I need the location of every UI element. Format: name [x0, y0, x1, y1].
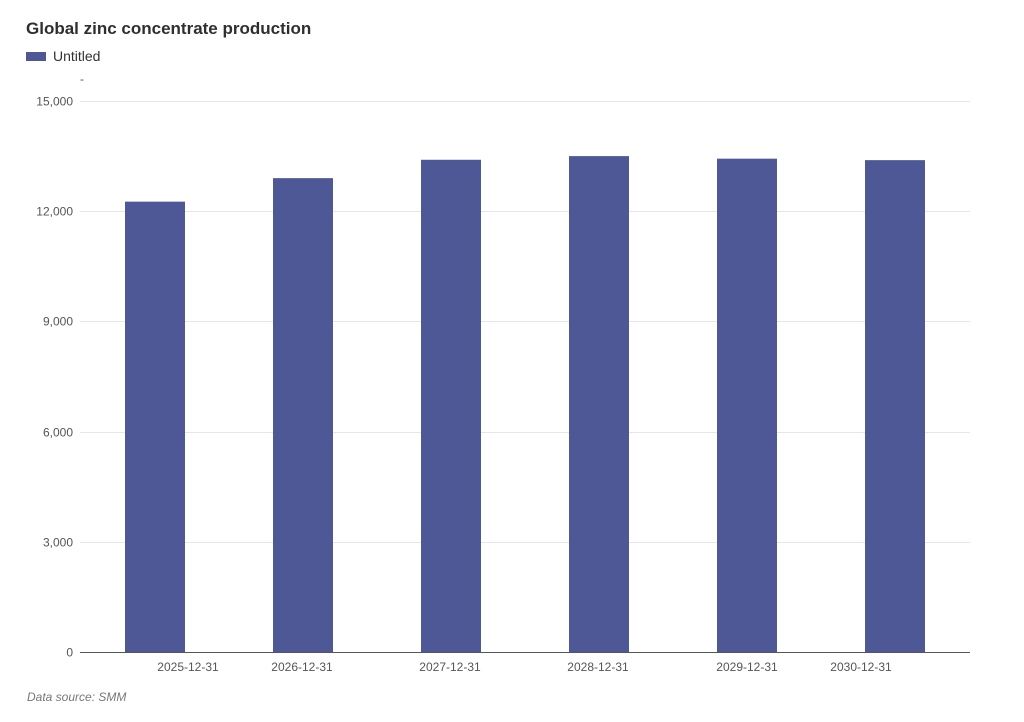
bars — [125, 156, 925, 653]
grid-lines — [80, 101, 970, 543]
legend-label: Untitled — [53, 48, 101, 64]
bar[interactable] — [865, 160, 925, 652]
y-axis-ticks: 0 3,000 6,000 9,000 12,000 15,000 — [36, 95, 73, 660]
data-source: Data source: SMM — [27, 690, 127, 704]
x-axis-ticks: 2025-12-31 2026-12-31 2027-12-31 2028-12-31… — [157, 660, 892, 674]
y-tick-label: 3,000 — [43, 536, 73, 550]
bar[interactable] — [125, 201, 185, 652]
bar[interactable] — [569, 156, 629, 652]
y-tick-label: 15,000 — [36, 95, 73, 109]
legend-swatch — [26, 51, 46, 61]
bar[interactable] — [717, 158, 777, 652]
y-tick-label: 9,000 — [43, 315, 73, 329]
y-tick-label: 6,000 — [43, 426, 73, 440]
x-tick-label: 2025-12-31 — [157, 660, 219, 674]
x-tick-label: 2026-12-31 — [271, 660, 333, 674]
x-tick-label: 2030-12-31 — [830, 660, 892, 674]
x-tick-label: 2029-12-31 — [716, 660, 778, 674]
x-tick-label: 2028-12-31 — [567, 660, 629, 674]
y-tick-label: 12,000 — [36, 205, 73, 219]
y-tick-label: 0 — [66, 646, 73, 660]
y-axis-unit: - — [80, 72, 84, 86]
chart-title: Global zinc concentrate production — [26, 19, 312, 38]
legend[interactable]: Untitled — [26, 48, 100, 64]
x-tick-label: 2027-12-31 — [419, 660, 481, 674]
bar[interactable] — [273, 178, 333, 652]
bar[interactable] — [421, 159, 481, 653]
